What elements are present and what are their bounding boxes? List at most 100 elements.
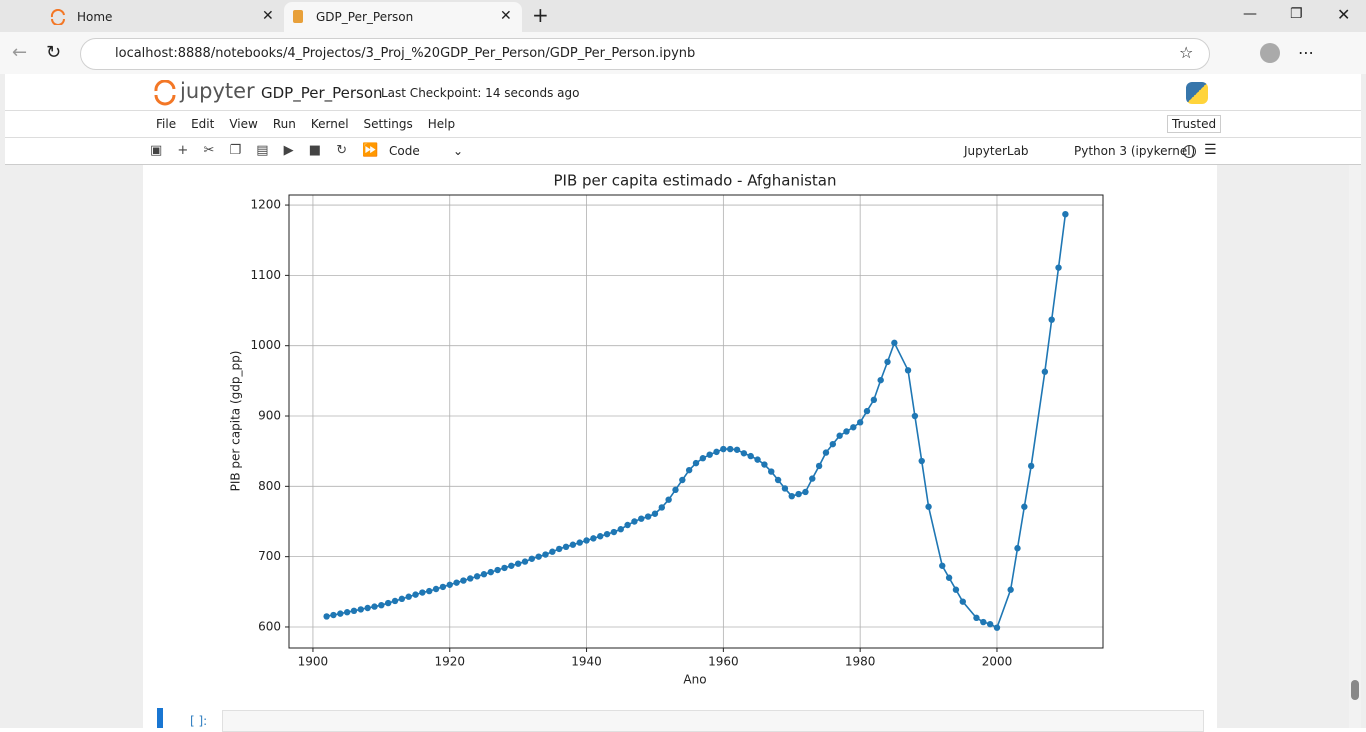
x-tick-label: 2000 <box>982 655 1013 669</box>
jupyterlab-link[interactable]: JupyterLab <box>964 144 1029 158</box>
favorite[interactable]: ☆ <box>1179 43 1194 62</box>
menu-item[interactable]: View <box>229 117 258 131</box>
data-point <box>337 610 344 617</box>
scrollbar <box>1349 165 1361 728</box>
data-point <box>542 551 549 558</box>
close-window[interactable]: ✕ <box>1337 5 1351 24</box>
tab-title: GDP_Per_Person <box>316 10 414 24</box>
new-tab[interactable]: + <box>532 3 549 27</box>
data-point <box>836 432 843 439</box>
data-point <box>679 476 686 484</box>
scroll-thumb[interactable] <box>1351 680 1359 700</box>
data-point <box>658 504 665 511</box>
data-point <box>426 587 433 595</box>
notebook-name[interactable]: GDP_Per_Person <box>261 84 383 102</box>
menu-bar: File Edit View Run Kernel Settings Help <box>156 117 455 135</box>
data-point <box>610 528 618 536</box>
data-point <box>733 446 741 453</box>
x-axis-label: Ano <box>683 673 706 687</box>
menu-item[interactable]: Edit <box>191 117 215 131</box>
data-point <box>364 604 371 612</box>
data-point <box>692 459 700 467</box>
data-point <box>973 614 980 622</box>
data-point <box>330 611 337 619</box>
data-point <box>1055 264 1062 271</box>
cell-prompt: [ ]: <box>190 714 208 728</box>
tab[interactable]: Home ✕ <box>44 4 280 32</box>
menu-item[interactable]: File <box>156 117 177 131</box>
tab-title: Home <box>77 10 113 24</box>
more[interactable]: ⋯ <box>1298 43 1314 62</box>
maximize[interactable]: ❐ <box>1290 6 1303 22</box>
data-point <box>480 571 488 578</box>
y-tick-label: 1000 <box>250 338 281 352</box>
jupyter-header <box>5 74 1361 165</box>
data-point <box>446 581 453 588</box>
data-point <box>357 606 365 613</box>
data-point <box>562 543 570 551</box>
data-point <box>412 591 419 598</box>
data-point <box>781 485 789 492</box>
cell-marker <box>157 708 163 728</box>
data-point <box>549 548 556 555</box>
data-point <box>788 492 795 500</box>
minimize[interactable]: — <box>1243 6 1257 22</box>
data-point <box>1007 586 1014 593</box>
data-point <box>1062 210 1069 218</box>
data-point <box>843 428 850 435</box>
tab-close[interactable]: ✕ <box>500 8 512 24</box>
data-point <box>617 526 624 533</box>
url-box[interactable]: localhost:8888/notebooks/4_Projectos/3_P… <box>80 38 1210 70</box>
data-point <box>651 510 659 517</box>
y-tick-label: 600 <box>258 619 281 633</box>
menu-item[interactable]: Settings <box>363 117 413 131</box>
settings-menu[interactable]: ☰ <box>1204 142 1217 158</box>
data-point <box>555 545 563 553</box>
data-point <box>863 407 871 415</box>
data-point <box>795 490 802 498</box>
trusted[interactable]: Trusted <box>1167 115 1222 133</box>
kernel-name[interactable]: Python 3 (ipykernel) <box>1074 144 1196 158</box>
checkpoint: Last Checkpoint: 14 seconds ago <box>381 86 580 100</box>
cell-type[interactable]: Code <box>389 144 420 158</box>
back[interactable]: ← <box>12 42 28 63</box>
data-point <box>665 496 672 503</box>
plot-frame <box>288 194 1104 649</box>
data-point <box>603 530 611 538</box>
menu-item[interactable]: Run <box>272 117 296 131</box>
toolbar-icons[interactable]: ▣ + ✂ ❐ ▤ ▶ ■ ↻ ⏩ <box>150 143 379 158</box>
menu-item[interactable]: Help <box>427 117 456 131</box>
x-tick-label: 1960 <box>708 655 739 669</box>
data-point <box>925 503 932 510</box>
reload[interactable]: ↻ <box>46 42 62 63</box>
data-point <box>815 462 823 470</box>
data-point <box>528 555 536 562</box>
y-tick-label: 1100 <box>250 268 281 282</box>
data-point <box>473 573 481 580</box>
data-point <box>535 553 542 560</box>
tab-close[interactable]: ✕ <box>262 8 274 24</box>
data-point <box>624 521 631 529</box>
data-point <box>768 468 775 475</box>
data-point <box>952 586 960 593</box>
data-point <box>1014 545 1021 552</box>
tab-active[interactable]: GDP_Per_Person ✕ <box>284 2 522 32</box>
y-tick-label: 800 <box>258 479 281 493</box>
cell-type-arrow[interactable]: ⌄ <box>453 144 464 158</box>
data-point <box>494 566 501 574</box>
data-point <box>590 535 597 542</box>
y-axis-label: PIB per capita (gdp_pp) <box>229 351 243 492</box>
data-point <box>685 466 693 474</box>
data-point <box>870 396 878 404</box>
profile[interactable] <box>1260 43 1280 63</box>
data-point <box>576 539 583 546</box>
data-point <box>809 475 816 482</box>
data-point <box>713 448 720 456</box>
data-point <box>439 583 447 591</box>
data-point <box>706 451 713 458</box>
menu-item[interactable]: Kernel <box>310 117 349 131</box>
data-point <box>583 537 590 544</box>
divider <box>5 110 1361 111</box>
data-point <box>918 457 925 465</box>
